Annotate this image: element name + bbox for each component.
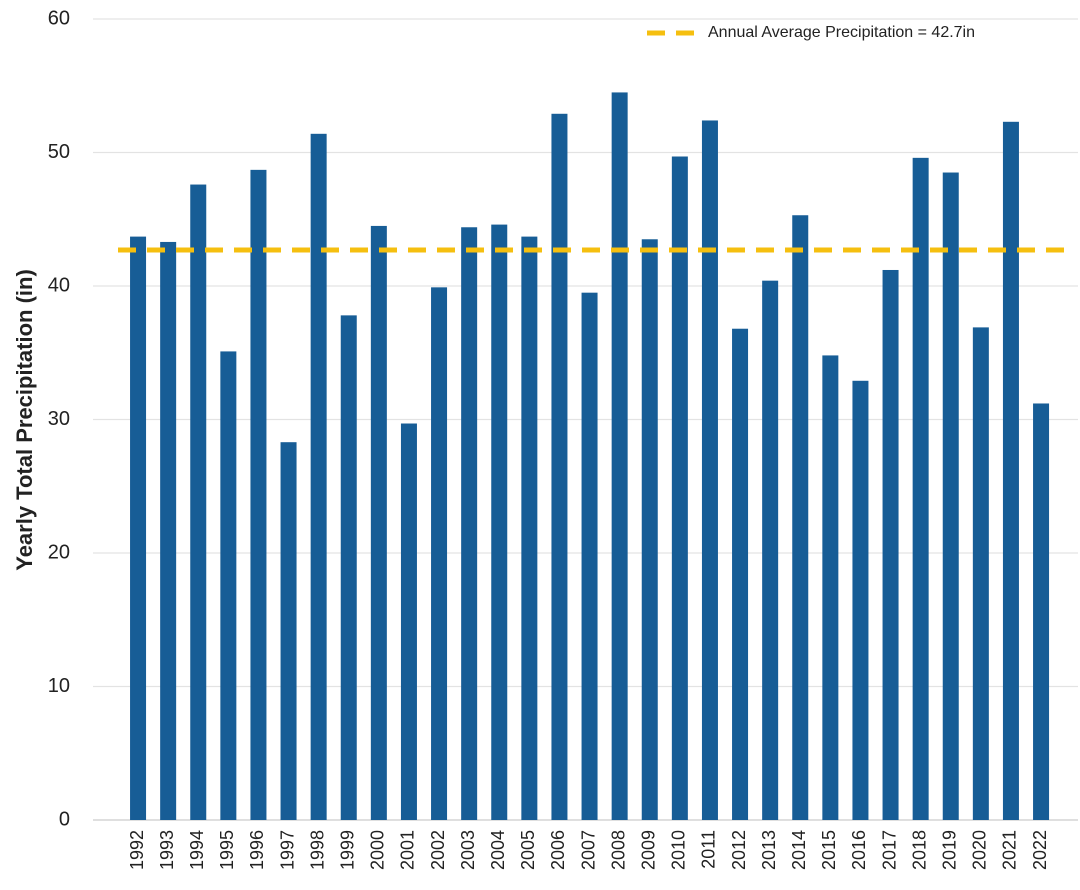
- x-tick-label: 2007: [578, 830, 598, 870]
- bar: [882, 269, 899, 821]
- bar: [792, 215, 809, 820]
- x-tick-label: 1998: [307, 830, 327, 870]
- x-tick-label: 1993: [157, 830, 177, 870]
- bar: [1033, 403, 1050, 820]
- x-tick-label: 2020: [970, 830, 990, 870]
- y-tick-label: 60: [48, 7, 70, 29]
- x-tick-label: 2001: [398, 830, 418, 870]
- bar: [701, 120, 718, 820]
- y-axis-label: Yearly Total Precipitation (in): [12, 269, 37, 571]
- bar: [130, 236, 147, 821]
- x-tick-label: 2017: [879, 830, 899, 870]
- x-tick-label: 1996: [247, 830, 267, 870]
- bar: [431, 287, 448, 821]
- legend-label: Annual Average Precipitation = 42.7in: [708, 24, 975, 41]
- x-tick-label: 1999: [338, 830, 358, 870]
- x-tick-label: 1992: [127, 830, 147, 870]
- bar: [521, 236, 538, 821]
- y-tick-label: 40: [48, 274, 70, 296]
- x-tick-label: 2013: [759, 830, 779, 870]
- y-tick-label: 10: [48, 675, 70, 697]
- bar: [400, 423, 417, 820]
- x-tick-label: 2012: [729, 830, 749, 870]
- y-tick-label: 20: [48, 541, 70, 563]
- x-tick-label: 2019: [940, 830, 960, 870]
- bar: [912, 157, 929, 821]
- bar: [972, 327, 989, 820]
- bar: [370, 225, 387, 821]
- bar: [250, 169, 267, 821]
- bar: [581, 292, 598, 820]
- x-tick-label: 2006: [548, 830, 568, 870]
- x-tick-label: 1997: [277, 830, 297, 870]
- y-tick-label: 30: [48, 408, 70, 430]
- x-tick-label: 2022: [1030, 830, 1050, 870]
- bar: [491, 224, 508, 821]
- x-tick-label: 2018: [909, 830, 929, 870]
- bar: [190, 184, 207, 821]
- y-tick-label: 50: [48, 141, 70, 163]
- bar: [611, 92, 628, 821]
- x-tick-label: 2016: [849, 830, 869, 870]
- x-tick-label: 2015: [819, 830, 839, 870]
- bar: [310, 133, 327, 820]
- bar: [340, 315, 357, 820]
- x-tick-label: 2004: [488, 830, 508, 870]
- x-tick-label: 1994: [187, 830, 207, 870]
- bar: [732, 328, 749, 820]
- x-tick-label: 2009: [639, 830, 659, 870]
- x-tick-label: 2010: [669, 830, 689, 870]
- x-tick-label: 2005: [518, 830, 538, 870]
- bar: [280, 442, 297, 820]
- bar: [1002, 121, 1019, 821]
- x-tick-label: 1995: [217, 830, 237, 870]
- bar: [220, 351, 237, 820]
- bar: [942, 172, 959, 820]
- bar: [461, 227, 478, 820]
- x-tick-label: 2011: [699, 830, 719, 869]
- bar: [822, 355, 839, 820]
- x-tick-label: 2021: [1000, 830, 1020, 870]
- bar: [551, 113, 568, 820]
- x-tick-label: 2003: [458, 830, 478, 870]
- y-tick-label: 0: [59, 808, 70, 830]
- x-tick-label: 2002: [428, 830, 448, 870]
- bar: [160, 241, 177, 820]
- x-tick-label: 2008: [608, 830, 628, 870]
- bar: [641, 239, 658, 820]
- bar: [671, 156, 688, 820]
- bar: [852, 380, 869, 820]
- bar: [762, 280, 779, 820]
- x-tick-label: 2000: [368, 830, 388, 870]
- x-tick-label: 2014: [789, 830, 809, 870]
